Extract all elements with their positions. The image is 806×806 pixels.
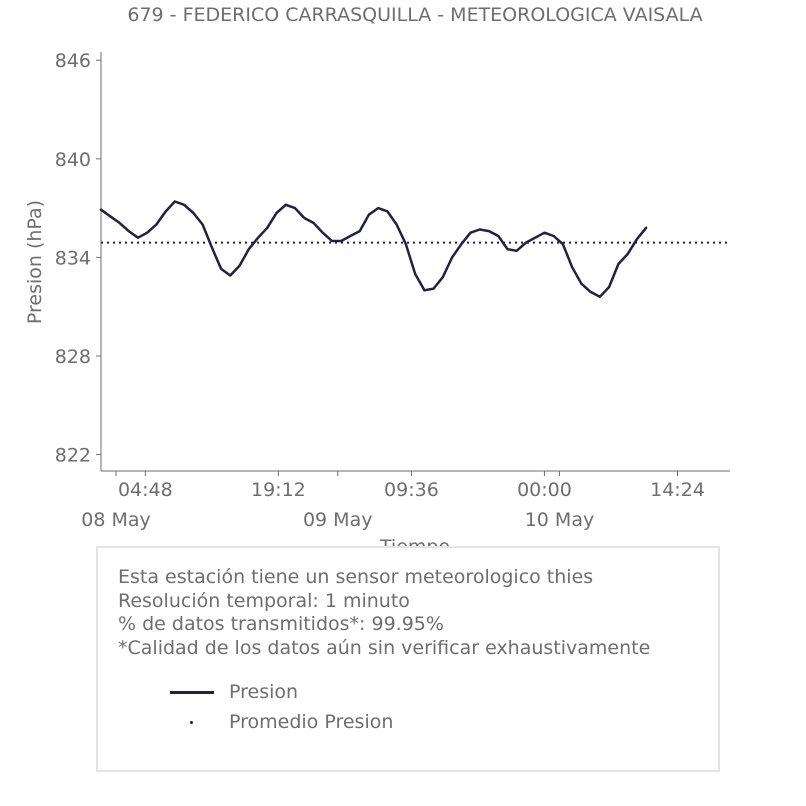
- y-tick-label: 822: [55, 445, 91, 467]
- x-date-label: 10 May: [525, 509, 595, 531]
- x-tick-label: 00:00: [517, 479, 572, 501]
- chart-title: 679 - FEDERICO CARRASQUILLA - METEOROLOG…: [127, 4, 702, 26]
- series-line-presion: [99, 200, 648, 299]
- info-line-resolution: Resolución temporal: 1 minuto: [118, 589, 410, 612]
- legend-dot-swatch: [170, 710, 214, 734]
- x-axis-ticks: 04:48 19:12 09:36 00:00 14:24 08 May 09 May 10 …: [81, 471, 705, 531]
- x-tick-label: 04:48: [118, 479, 173, 501]
- x-tick-label: 09:36: [384, 479, 439, 501]
- y-tick-label: 840: [55, 149, 91, 171]
- info-line-quality: *Calidad de los datos aún sin verificar …: [118, 636, 651, 659]
- info-text: Esta estación tiene un sensor meteorolog…: [118, 566, 650, 660]
- y-tick-label: 834: [55, 247, 91, 269]
- info-line-transmitted: % de datos transmitidos*: 99.95%: [118, 613, 444, 635]
- legend-label-presion: Presion: [229, 681, 299, 703]
- legend-item-presion: Presion: [170, 680, 298, 704]
- x-tick-label: 19:12: [251, 479, 306, 501]
- y-tick-label: 828: [55, 346, 91, 368]
- series-layer: [99, 200, 730, 299]
- x-date-label: 08 May: [81, 509, 151, 531]
- legend-label-promedio: Promedio Presion: [229, 711, 394, 733]
- info-box: Esta estación tiene un sensor meteorolog…: [96, 546, 720, 772]
- x-date-label: 09 May: [303, 509, 373, 531]
- legend-item-promedio: Promedio Presion: [170, 710, 393, 734]
- y-axis-ticks: 822 828 834 840 846: [55, 50, 101, 467]
- chart: 679 - FEDERICO CARRASQUILLA - METEOROLOG…: [24, 4, 730, 558]
- info-line-sensor: Esta estación tiene un sensor meteorolog…: [118, 566, 594, 588]
- legend-line-swatch: [170, 680, 214, 704]
- y-axis-label: Presion (hPa): [24, 200, 46, 324]
- y-tick-label: 846: [55, 50, 91, 72]
- x-tick-label: 14:24: [650, 479, 705, 501]
